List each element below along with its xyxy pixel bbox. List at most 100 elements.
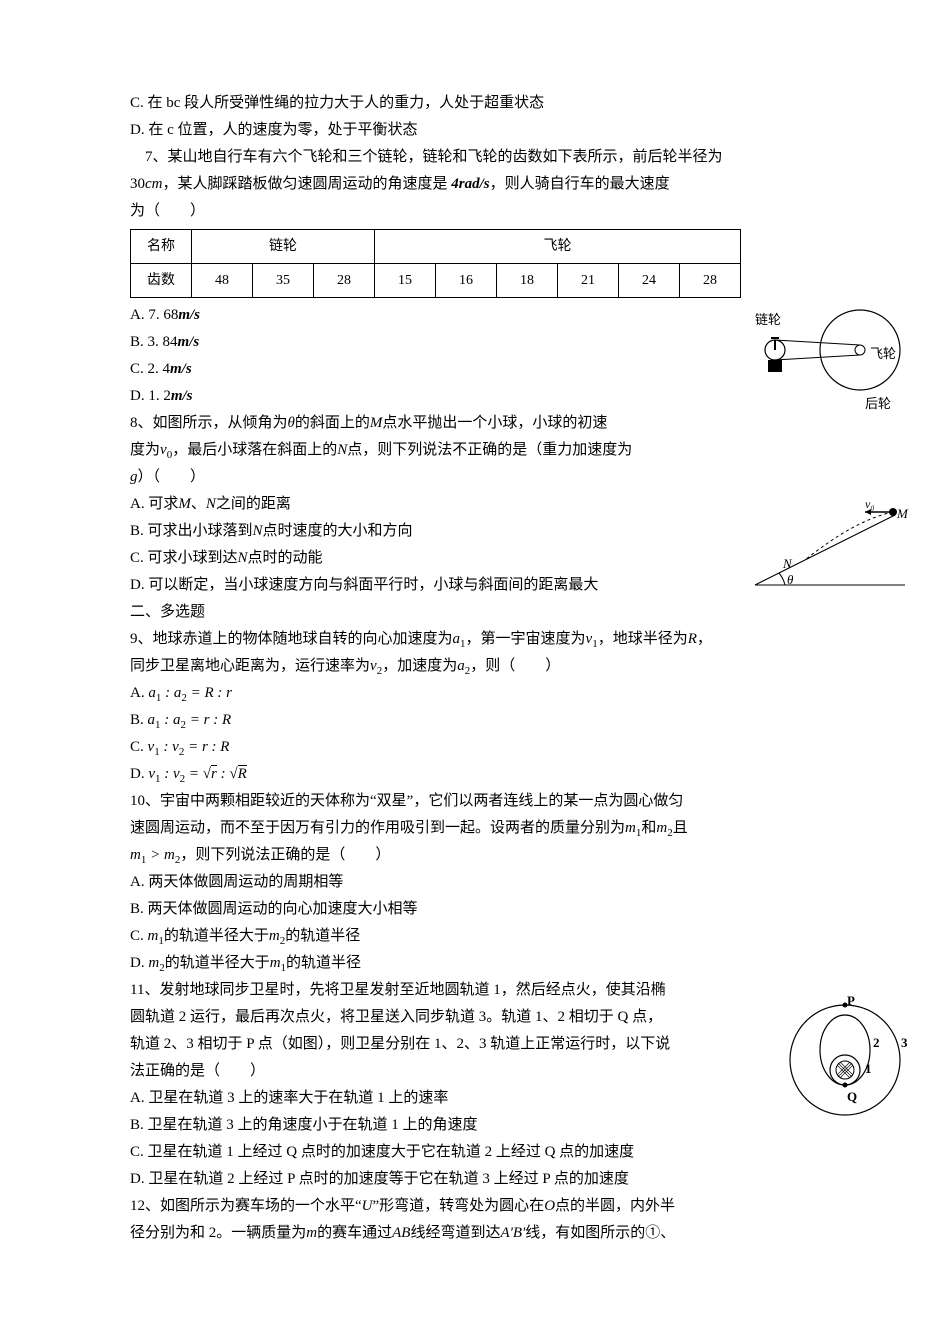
chain-label: 链轮 bbox=[755, 308, 781, 331]
t: 点，则下列说法不正确的是（重力加速度为 bbox=[347, 442, 632, 458]
t: 的赛车通过 bbox=[317, 1225, 392, 1241]
ABp: A'B' bbox=[500, 1225, 525, 1241]
q9-a: A. a1 : a2 = R : r bbox=[130, 680, 905, 707]
q7-d-txt: D. 1. 2 bbox=[130, 388, 171, 404]
cell: 21 bbox=[558, 264, 619, 298]
cell: 35 bbox=[253, 264, 314, 298]
t: 点的半圆，内外半 bbox=[555, 1198, 675, 1214]
fly-label: 飞轮 bbox=[870, 342, 896, 365]
N: N bbox=[337, 442, 347, 458]
m: m bbox=[306, 1225, 317, 1241]
t: D. bbox=[130, 766, 148, 782]
cell: 16 bbox=[436, 264, 497, 298]
opt-d: D. 在 c 位置，人的速度为零，处于平衡状态 bbox=[130, 117, 905, 144]
rear-label: 后轮 bbox=[865, 392, 891, 415]
slope-theta: θ bbox=[787, 568, 793, 591]
m1: m1 bbox=[625, 820, 641, 836]
q11-d: D. 卫星在轨道 2 上经过 P 点时的加速度等于它在轨道 3 上经过 P 点的… bbox=[130, 1166, 905, 1193]
t: A. 可求 bbox=[130, 496, 178, 512]
O: O bbox=[544, 1198, 555, 1214]
q7-intro2: 30cm，某人脚踩踏板做匀速圆周运动的角速度是 4rad/s，则人骑自行车的最大… bbox=[130, 171, 905, 198]
unit-ms: m/s bbox=[178, 307, 200, 323]
t: 的斜面上的 bbox=[295, 415, 370, 431]
m1: m1 bbox=[148, 928, 164, 944]
t: ， bbox=[697, 631, 712, 647]
slope-v0: v₀ bbox=[865, 494, 875, 516]
N: N bbox=[206, 496, 216, 512]
t: 和 bbox=[641, 820, 656, 836]
bike-figure: 链轮 飞轮 后轮 bbox=[735, 290, 915, 410]
unit-ms: m/s bbox=[178, 334, 200, 350]
q12-l2: 径分别为和 2。一辆质量为m的赛车通过AB线经弯道到达A'B'线，有如图所示的①… bbox=[130, 1220, 905, 1247]
orbit-1: 1 bbox=[865, 1057, 872, 1080]
q8-l3: g）（ ） bbox=[130, 464, 905, 491]
N: N bbox=[238, 550, 248, 566]
q10-d: D. m2的轨道半径大于m1的轨道半径 bbox=[130, 950, 905, 977]
t: D. bbox=[130, 955, 148, 971]
t: ”形弯道，转弯处为圆心在 bbox=[373, 1198, 545, 1214]
t: 之间的距离 bbox=[216, 496, 291, 512]
q9-b: B. a1 : a2 = r : R bbox=[130, 707, 905, 734]
page-root: C. 在 bc 段人所受弹性绳的拉力大于人的重力，人处于超重状态 D. 在 c … bbox=[0, 0, 945, 1337]
t: A. bbox=[130, 685, 148, 701]
q7-intro2-mid: ，某人脚踩踏板做匀速圆周运动的角速度是 bbox=[163, 176, 452, 192]
th-fly: 飞轮 bbox=[375, 230, 741, 264]
M: M bbox=[178, 496, 191, 512]
v: v bbox=[160, 442, 167, 458]
t: 点时的动能 bbox=[248, 550, 323, 566]
cell: 24 bbox=[619, 264, 680, 298]
g: g bbox=[130, 469, 138, 485]
AB: AB bbox=[392, 1225, 410, 1241]
t: 线，有如图所示的①、 bbox=[525, 1225, 675, 1241]
table-row: 齿数 48 35 28 15 16 18 21 24 28 bbox=[131, 264, 741, 298]
q9-d: D. v1 : v2 = √r : √R bbox=[130, 761, 905, 788]
q10-l1: 10、宇宙中两颗相距较近的天体称为“双星”，它们以两者连线上的某一点为圆心做匀 bbox=[130, 788, 905, 815]
orbit-3: 3 bbox=[901, 1031, 908, 1054]
q10-l2: 速圆周运动，而不至于因万有引力的作用吸引到一起。设两者的质量分别为m1和m2且 bbox=[130, 815, 905, 842]
m2: m2 bbox=[269, 928, 285, 944]
t: C. bbox=[130, 739, 148, 755]
unit-ms: m/s bbox=[171, 388, 193, 404]
m2: m2 bbox=[656, 820, 672, 836]
a2: a2 bbox=[457, 658, 470, 674]
a1: a1 bbox=[453, 631, 466, 647]
t: C. bbox=[130, 928, 148, 944]
theta: θ bbox=[288, 415, 295, 431]
q10-l3: m1 > m2，则下列说法正确的是（ ） bbox=[130, 842, 905, 869]
t: 的轨道半径大于 bbox=[165, 955, 270, 971]
t: 8、如图所示，从倾角为 bbox=[130, 415, 288, 431]
th-chain: 链轮 bbox=[192, 230, 375, 264]
cell: 28 bbox=[314, 264, 375, 298]
slope-svg bbox=[745, 490, 915, 600]
q9-l2: 同步卫星离地心距离为，运行速率为v2，加速度为a2，则（ ） bbox=[130, 653, 905, 680]
slope-figure: M N θ v₀ bbox=[745, 490, 915, 600]
m1: m1 bbox=[270, 955, 286, 971]
t: ，则（ ） bbox=[470, 658, 560, 674]
q9-c: C. v1 : v2 = r : R bbox=[130, 734, 905, 761]
opt-c: C. 在 bc 段人所受弹性绳的拉力大于人的重力，人处于超重状态 bbox=[130, 90, 905, 117]
t: 同步卫星离地心距离为，运行速率为 bbox=[130, 658, 370, 674]
U: U bbox=[362, 1198, 373, 1214]
t: 、 bbox=[191, 496, 206, 512]
q12-l1: 12、如图所示为赛车场的一个水平“U”形弯道，转弯处为圆心在O点的半圆，内外半 bbox=[130, 1193, 905, 1220]
t: 的轨道半径大于 bbox=[164, 928, 269, 944]
q7-c-txt: C. 2. 4 bbox=[130, 361, 170, 377]
v2: v2 bbox=[370, 658, 382, 674]
slope-M: M bbox=[897, 502, 908, 525]
R: R bbox=[688, 631, 697, 647]
cell: 15 bbox=[375, 264, 436, 298]
q7-intro1: 7、某山地自行车有六个飞轮和三个链轮，链轮和飞轮的齿数如下表所示，前后轮半径为 bbox=[130, 144, 905, 171]
eq: a1 : a2 = r : R bbox=[148, 712, 232, 728]
t: 的轨道半径 bbox=[286, 955, 361, 971]
q7-cm: cm bbox=[145, 176, 163, 192]
m2: m2 bbox=[148, 955, 164, 971]
t: ，第一宇宙速度为 bbox=[466, 631, 586, 647]
eq: v1 : v2 = r : R bbox=[148, 739, 230, 755]
cell: 48 bbox=[192, 264, 253, 298]
cell: 28 bbox=[680, 264, 741, 298]
orbit-2: 2 bbox=[873, 1031, 880, 1054]
orbit-figure: P Q 1 2 3 bbox=[775, 995, 915, 1125]
q7-intro3: 为（ ） bbox=[130, 198, 905, 225]
q11-c: C. 卫星在轨道 1 上经过 Q 点时的加速度大于它在轨道 2 上经过 Q 点的… bbox=[130, 1139, 905, 1166]
t: ，最后小球落在斜面上的 bbox=[172, 442, 337, 458]
